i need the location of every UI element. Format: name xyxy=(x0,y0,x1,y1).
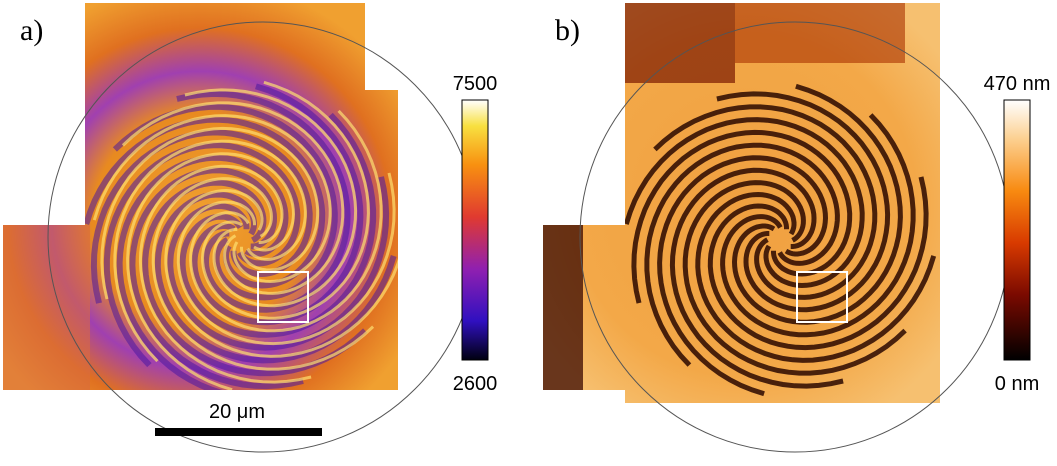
colorbar-max: 7500 xyxy=(453,73,498,95)
colorbar xyxy=(461,99,489,361)
spiral-arm xyxy=(631,129,853,304)
inset-box xyxy=(796,271,848,323)
spiral-arm xyxy=(164,188,398,358)
spiral-arm xyxy=(653,104,878,300)
spiral-arm xyxy=(126,152,296,390)
spiral-arm xyxy=(103,142,301,368)
colorbar-min: 0 nm xyxy=(995,373,1039,395)
spiral-arm xyxy=(695,191,937,363)
panel-label: b) xyxy=(555,14,580,47)
spiral-arm xyxy=(121,101,345,295)
spiral-arm xyxy=(154,191,397,364)
spiral xyxy=(623,83,937,397)
spiral-arm xyxy=(707,176,929,351)
spiral-arm xyxy=(176,172,396,346)
scale-bar-label: 20 μm xyxy=(209,401,265,423)
spiral-arm xyxy=(92,114,332,284)
scale-bar xyxy=(155,428,322,436)
spiral-arm xyxy=(112,103,338,301)
spiral-arm xyxy=(184,88,358,308)
colorbar-max: 470 nm xyxy=(984,73,1051,95)
spiral-arm xyxy=(200,80,370,320)
spiral-arm xyxy=(623,117,865,289)
spiral-arm xyxy=(657,155,829,397)
colorbar xyxy=(1003,99,1031,361)
spiral-arm xyxy=(644,142,840,367)
panel-b-image xyxy=(543,3,940,403)
spiral-arm xyxy=(116,154,289,390)
panel-a-image xyxy=(3,3,398,390)
spiral-arm xyxy=(716,91,891,313)
spiral-arm xyxy=(682,180,907,376)
spiral-arm xyxy=(167,176,390,351)
spiral-arm xyxy=(90,129,313,304)
spiral-arm xyxy=(100,126,320,300)
spiral-arm xyxy=(138,164,312,384)
spiral xyxy=(83,80,398,390)
spiral-arm xyxy=(720,113,916,338)
panel-label: a) xyxy=(20,14,43,47)
spiral-arm xyxy=(191,83,364,326)
spiral-arm xyxy=(189,109,383,333)
spiral-arm xyxy=(113,139,307,363)
spiral-arm xyxy=(151,177,375,371)
inset-box xyxy=(257,271,309,323)
spiral-arm xyxy=(669,167,844,389)
colorbar-min: 2600 xyxy=(453,373,498,395)
